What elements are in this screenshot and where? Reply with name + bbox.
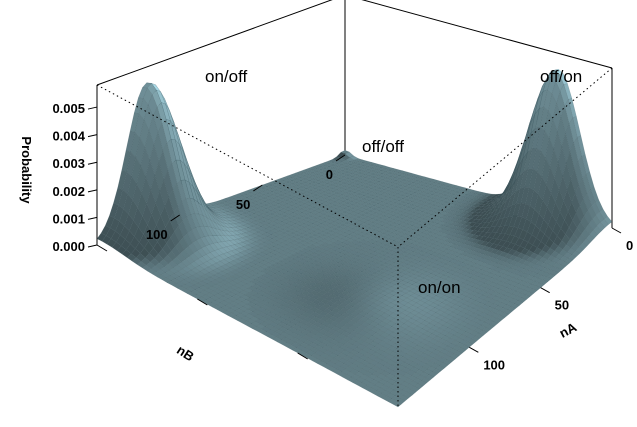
z-tick-mark xyxy=(87,244,98,248)
z-tick-label: 0.003 xyxy=(52,156,85,171)
na-tick-mark xyxy=(96,244,108,252)
z-tick-label: 0.000 xyxy=(52,239,85,254)
x-axis-title: nA xyxy=(557,319,580,341)
nb-tick-label: 0 xyxy=(326,167,333,182)
na-right-tick-mark xyxy=(540,287,550,294)
z-tick-label: 0.002 xyxy=(52,184,85,199)
z-tick-label: 0.004 xyxy=(52,129,85,144)
nb-tick-label: 50 xyxy=(236,197,250,212)
z-tick-mark xyxy=(87,189,98,193)
z-tick-mark xyxy=(87,161,98,165)
na-tick-label: 100 xyxy=(483,357,505,372)
peak-label: on/off xyxy=(205,67,248,86)
na-tick-label: 0 xyxy=(626,238,633,253)
y-axis-title: nB xyxy=(174,342,197,364)
box-back-edges xyxy=(96,0,613,245)
box-edge-top-back-a xyxy=(361,0,613,69)
na-right-tick-mark xyxy=(611,227,622,234)
na-right-tick-mark xyxy=(469,346,479,353)
surface-mesh xyxy=(96,69,613,408)
z-axis-title: Probability xyxy=(19,136,34,204)
z-tick-label: 0.005 xyxy=(52,101,85,116)
peak-label: off/off xyxy=(362,137,404,156)
z-tick-mark xyxy=(87,134,98,138)
na-tick-label: 50 xyxy=(555,298,569,313)
z-tick-mark xyxy=(87,106,98,110)
box-edge-top-back-b xyxy=(96,0,333,86)
peak-label: on/on xyxy=(418,278,461,297)
z-tick-mark xyxy=(87,216,98,220)
nb-tick-label: 100 xyxy=(146,227,168,242)
peak-label: off/on xyxy=(540,67,582,86)
z-tick-label: 0.001 xyxy=(52,211,85,226)
